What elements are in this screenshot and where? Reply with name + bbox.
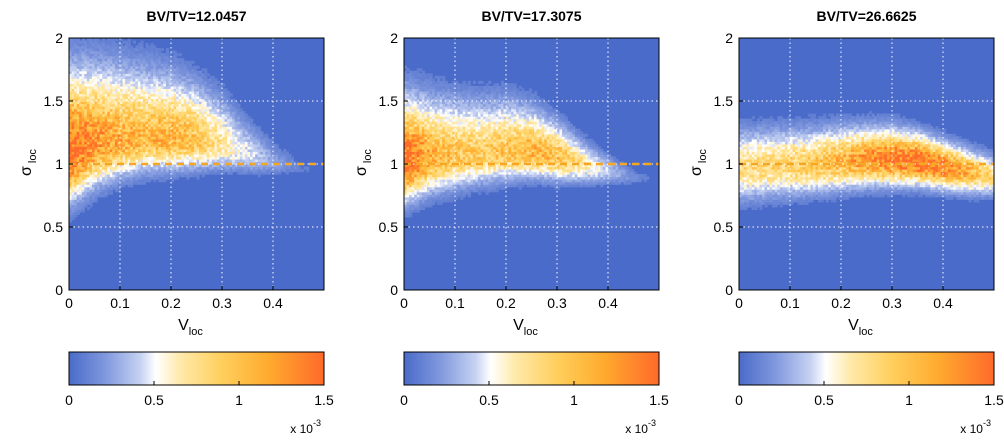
heatmap-cell: [265, 134, 268, 137]
y-tick-label: 0.5: [44, 219, 64, 235]
colorbar-gradient: [69, 352, 324, 385]
heatmap-cell: [161, 48, 164, 51]
y-tick-label: 1.5: [44, 93, 64, 109]
heatmap-cell: [197, 66, 200, 69]
heatmap-cell: [306, 167, 309, 170]
heatmap-cell: [133, 41, 136, 44]
colorbar: 0 0.5 1 1.5 x 10-3: [65, 352, 334, 436]
y-axis-label: σloc: [18, 149, 39, 176]
colorbar-tick-label: 1.5: [314, 392, 334, 408]
heatmap-cell: [166, 48, 169, 51]
x-tick-label: 0.1: [110, 295, 130, 311]
panel-title: BV/TV=12.0457: [146, 8, 246, 24]
heatmap-cell: [204, 68, 207, 71]
heatmap-cell: [179, 53, 182, 56]
heatmap-cell: [237, 104, 240, 107]
heatmap-cell: [140, 41, 143, 44]
colorbar-tick-label: 1: [235, 392, 243, 408]
heatmap-cell: [270, 139, 273, 142]
y-tick-label: 1: [55, 156, 63, 172]
y-tick-label: 0: [55, 282, 63, 298]
colorbar-exponent: x 10-3: [290, 418, 321, 436]
colorbar-tick-label: 0.5: [144, 392, 164, 408]
x-tick-label: 0: [65, 295, 73, 311]
x-tick-label: 0.2: [161, 295, 181, 311]
heatmap-cell: [191, 61, 194, 64]
y-tick-label: 2: [55, 30, 63, 46]
colorbar-tick-label: 0: [65, 392, 73, 408]
heatmap-cell: [230, 93, 233, 96]
heatmap-cell: [291, 156, 294, 159]
heatmap-cell: [442, 76, 445, 79]
heatmap-cell: [430, 73, 433, 76]
heatmap-cell: [250, 119, 253, 122]
x-axis-label: Vloc: [178, 317, 203, 338]
heatmap-cell: [276, 144, 279, 147]
x-tick-label: 0.3: [212, 295, 232, 311]
heatmap-cell: [258, 126, 261, 129]
panel-1: 0 0.1 0.2 0.3 0.4 0 0.5 1 1.5 2 BV/TV=12.0457 Vloc σ…: [18, 8, 334, 436]
x-tick-label: 0.4: [263, 295, 283, 311]
